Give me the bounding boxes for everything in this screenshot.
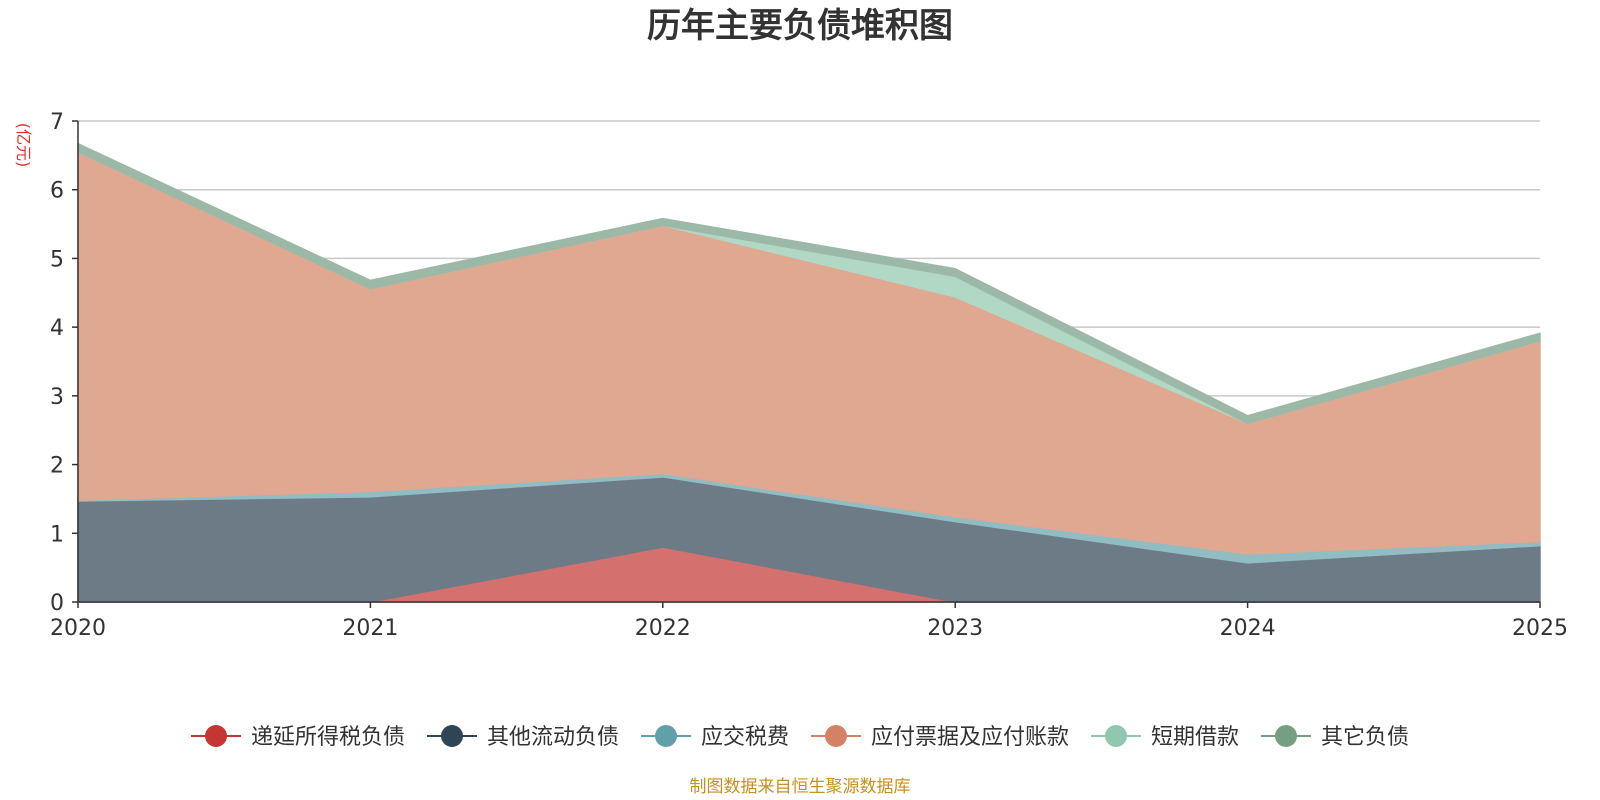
- chart-title: 历年主要负债堆积图: [647, 6, 953, 46]
- legend-label: 其它负债: [1321, 725, 1409, 750]
- x-tick-label: 2021: [342, 616, 398, 641]
- y-axis-unit: (亿元): [14, 123, 33, 168]
- axes: 0 1 2 3 4 5 6 7 2020 2021 2022 2023 2024 2025: [50, 110, 1568, 641]
- legend-marker-icon: [825, 725, 847, 747]
- legend-marker-icon: [1275, 725, 1297, 747]
- x-tick-label: 2025: [1512, 616, 1568, 641]
- y-tick-label: 6: [50, 179, 64, 204]
- legend-item-3[interactable]: 应交税费: [641, 725, 789, 750]
- source-note: 制图数据来自恒生聚源数据库: [690, 777, 911, 797]
- x-tick-label: 2022: [635, 616, 691, 641]
- x-tick-label: 2023: [927, 616, 983, 641]
- y-tick-label: 7: [50, 110, 64, 135]
- legend-label: 其他流动负债: [487, 725, 619, 750]
- legend-label: 应交税费: [701, 725, 789, 750]
- legend-item-2[interactable]: 其他流动负债: [427, 725, 619, 750]
- y-tick-label: 4: [50, 316, 64, 341]
- x-tick-label: 2024: [1220, 616, 1276, 641]
- legend-label: 短期借款: [1151, 725, 1239, 750]
- area-series-6[interactable]: [77, 142, 1541, 425]
- legend-label: 递延所得税负债: [251, 725, 405, 750]
- legend-item-6[interactable]: 其它负债: [1261, 725, 1409, 750]
- legend-marker-icon: [205, 725, 227, 747]
- y-tick-label: 5: [50, 247, 64, 272]
- legend-marker-icon: [441, 725, 463, 747]
- legend-marker-icon: [655, 725, 677, 747]
- x-tick-label: 2020: [50, 616, 106, 641]
- y-tick-label: 1: [50, 522, 64, 547]
- legend-item-4[interactable]: 应付票据及应付账款: [811, 725, 1069, 750]
- legend-item-5[interactable]: 短期借款: [1091, 725, 1239, 750]
- legend[interactable]: 递延所得税负债 其他流动负债 应交税费 应付票据及应付账款 短期借款 其它负债: [191, 725, 1409, 750]
- y-tick-label: 0: [50, 591, 64, 616]
- y-tick-label: 3: [50, 385, 64, 410]
- legend-label: 应付票据及应付账款: [871, 725, 1069, 750]
- area-series-4[interactable]: [77, 151, 1541, 555]
- y-tick-label: 2: [50, 454, 64, 479]
- legend-marker-icon: [1105, 725, 1127, 747]
- series-areas: [77, 142, 1541, 603]
- legend-item-1[interactable]: 递延所得税负债: [191, 725, 405, 750]
